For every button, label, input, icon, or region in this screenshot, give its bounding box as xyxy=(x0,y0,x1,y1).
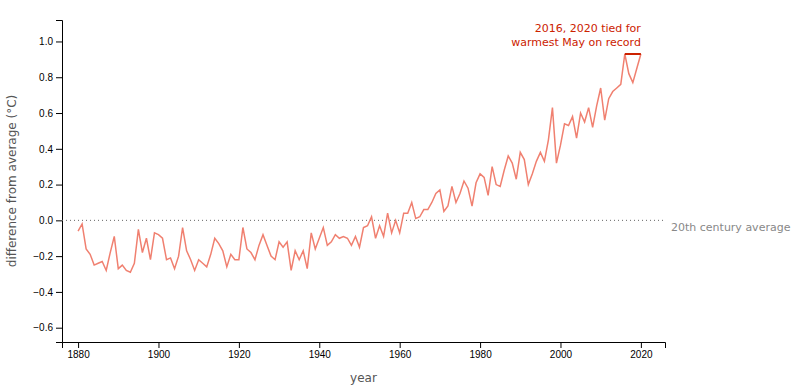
x-tick-mark xyxy=(78,342,79,348)
y-axis-line xyxy=(56,21,63,343)
y-tick-label: 0.8 xyxy=(39,72,53,83)
y-tick-mark xyxy=(56,41,62,42)
x-tick: 1960 xyxy=(389,342,412,360)
y-tick: 0.8 xyxy=(39,72,62,83)
y-tick-mark xyxy=(56,185,62,186)
x-tick-mark xyxy=(560,342,561,348)
x-axis-title: year xyxy=(350,371,377,385)
reference-label: 20th century average xyxy=(671,221,791,234)
annotation-label: 2016, 2020 tied forwarmest May on record xyxy=(511,22,641,49)
data-line xyxy=(78,54,641,272)
y-tick-label: 0.0 xyxy=(39,215,53,226)
x-tick-label: 1920 xyxy=(228,349,251,360)
x-tick-mark xyxy=(239,342,240,348)
y-tick-label: 0.6 xyxy=(39,108,53,119)
y-tick: 0.0 xyxy=(39,215,62,226)
marks xyxy=(62,54,665,272)
x-tick-label: 1940 xyxy=(309,349,332,360)
y-tick-label: −0.2 xyxy=(33,251,53,262)
y-tick: 0.6 xyxy=(39,108,62,119)
y-tick-label: 0.4 xyxy=(39,144,53,155)
y-tick-label: 1.0 xyxy=(39,36,53,47)
x-tick: 2020 xyxy=(630,342,653,360)
x-tick-label: 2000 xyxy=(550,349,573,360)
x-tick: 1920 xyxy=(228,342,251,360)
y-axis: −0.6 −0.4 −0.2 0.0 0.2 0.4 0.6 0.8 1.0 xyxy=(33,21,62,343)
x-tick-label: 1880 xyxy=(67,349,90,360)
y-tick-label: −0.6 xyxy=(33,322,53,333)
x-tick: 1900 xyxy=(148,342,171,360)
x-tick: 2000 xyxy=(550,342,573,360)
y-tick: 0.4 xyxy=(39,144,62,155)
chart: 1880 1900 1920 1940 1960 1980 2000 2020 −0.6 −0.4… xyxy=(0,0,800,390)
y-tick: −0.6 xyxy=(33,322,62,333)
y-tick: 0.2 xyxy=(39,179,62,190)
y-tick-mark xyxy=(56,328,62,329)
x-tick-label: 2020 xyxy=(630,349,653,360)
x-tick-mark xyxy=(319,342,320,348)
x-tick: 1980 xyxy=(469,342,492,360)
y-tick-label: 0.2 xyxy=(39,179,53,190)
x-axis-line xyxy=(63,343,666,349)
reference-line xyxy=(62,220,665,221)
y-tick-mark xyxy=(56,292,62,293)
y-tick-mark xyxy=(56,149,62,150)
y-tick-mark xyxy=(56,113,62,114)
y-tick: −0.4 xyxy=(33,287,62,298)
x-tick: 1880 xyxy=(67,342,90,360)
x-tick-label: 1900 xyxy=(148,349,171,360)
x-tick-label: 1980 xyxy=(469,349,492,360)
plot: 1880 1900 1920 1940 1960 1980 2000 2020 −0.6 −0.4… xyxy=(33,21,790,361)
annotation-bracket xyxy=(625,53,641,55)
x-tick: 1940 xyxy=(309,342,332,360)
x-tick-label: 1960 xyxy=(389,349,412,360)
y-tick-mark xyxy=(56,220,62,221)
x-tick-mark xyxy=(641,342,642,348)
x-tick-mark xyxy=(158,342,159,348)
y-tick-mark xyxy=(56,256,62,257)
y-tick-label: −0.4 xyxy=(33,287,53,298)
y-tick: −0.2 xyxy=(33,251,62,262)
x-tick-mark xyxy=(480,342,481,348)
y-axis-title: difference from average (°C) xyxy=(5,95,19,267)
x-axis: 1880 1900 1920 1940 1960 1980 2000 2020 xyxy=(63,342,666,360)
y-tick: 1.0 xyxy=(39,36,62,47)
x-tick-mark xyxy=(400,342,401,348)
y-tick-mark xyxy=(56,77,62,78)
